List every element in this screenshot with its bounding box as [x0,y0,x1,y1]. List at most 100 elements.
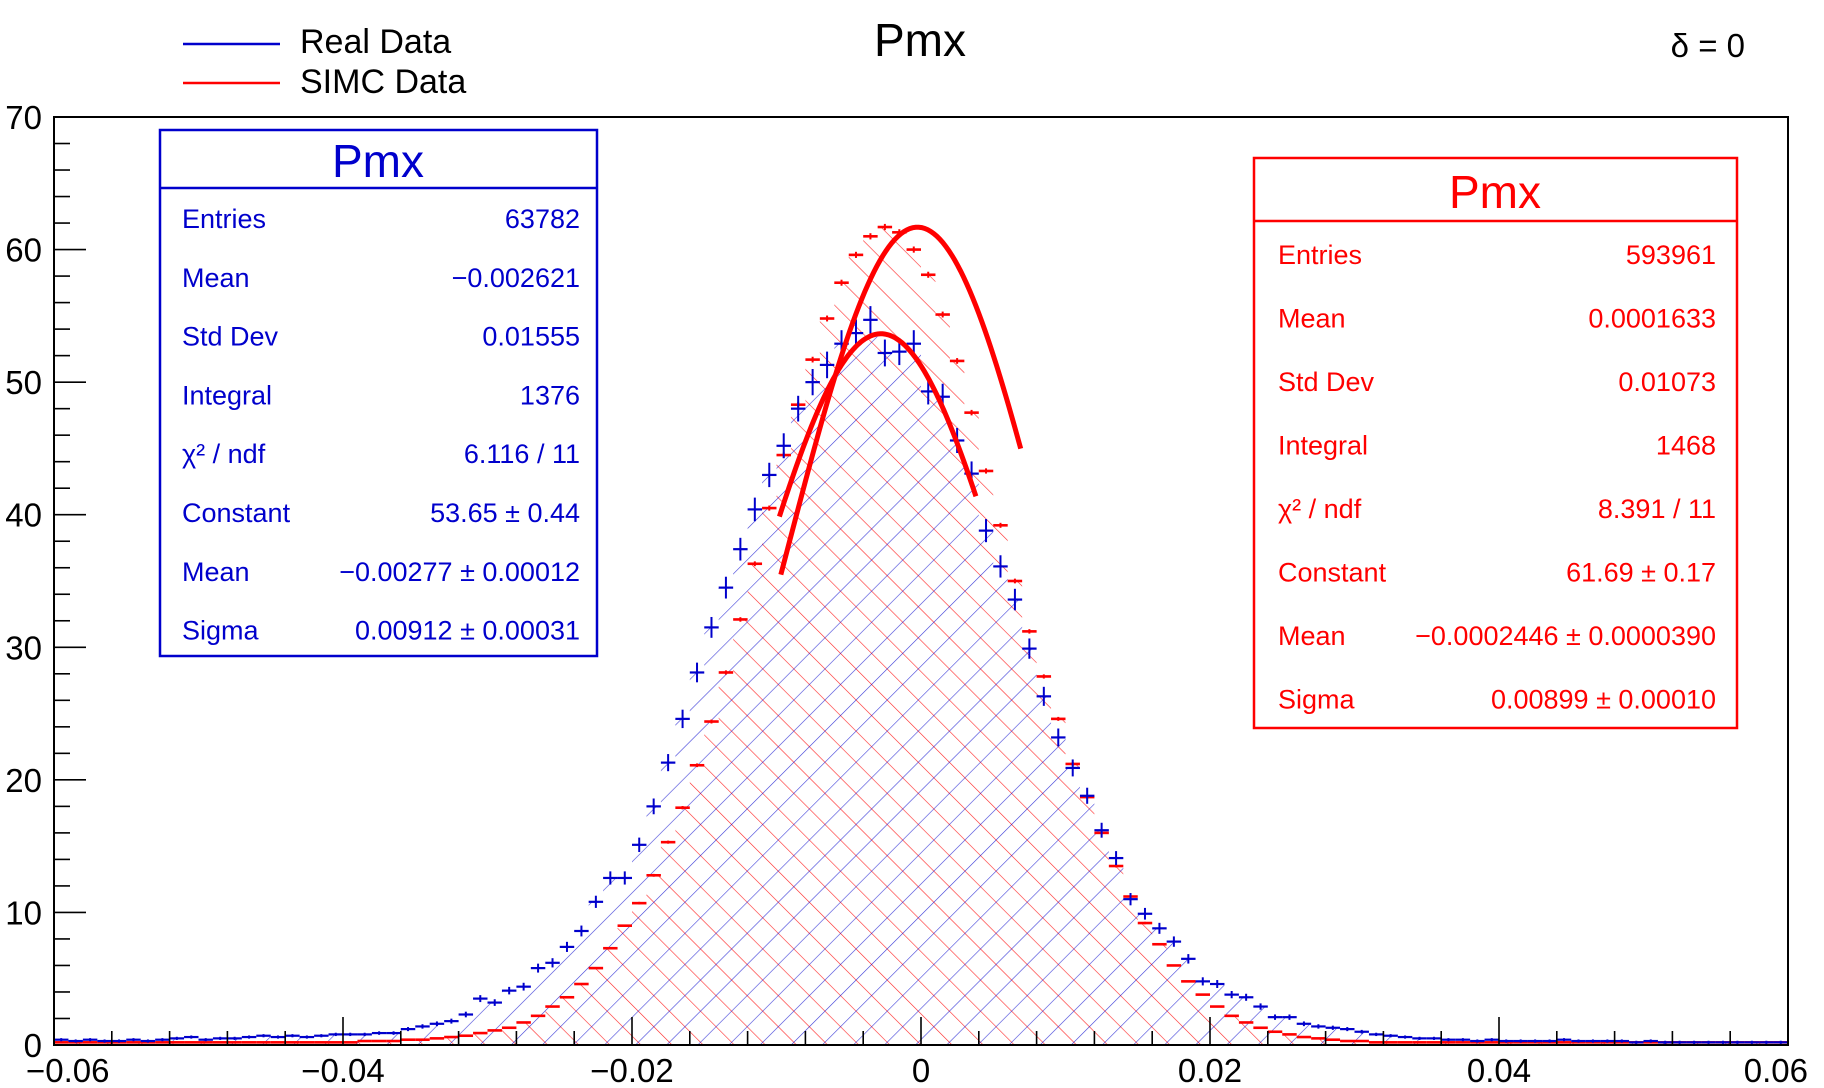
data-point-real [762,462,777,488]
stats-value: 53.65 ± 0.44 [430,498,580,528]
data-point-real [1672,1040,1687,1044]
data-point-real [1744,1040,1760,1044]
data-point-real [632,837,647,853]
data-point-real [501,986,517,995]
data-point-real [1715,1040,1731,1044]
data-point-real [1600,1039,1615,1043]
data-point-real [689,662,705,683]
stats-value: −0.0002446 ± 0.0000390 [1415,621,1716,651]
y-tick-label: 20 [5,762,42,799]
stats-box-real: Pmx Entries 63782 Mean −0.002621 Std Dev 0.01… [158,128,599,658]
stats-label: Entries [182,204,266,234]
data-point-simc [299,1041,315,1044]
data-point-simc [1354,1039,1369,1043]
data-point-real [487,999,502,1006]
y-tick-label: 60 [5,232,42,269]
plot-area [54,223,1788,1045]
data-point-simc [357,1039,372,1043]
data-point-simc [169,1041,185,1044]
data-point-real [140,1039,156,1043]
data-point-real [1311,1024,1326,1029]
data-point-real [270,1035,286,1039]
stats-value: 1468 [1656,431,1716,461]
data-point-simc [1282,1033,1297,1036]
stats-value: 63782 [505,204,580,234]
data-point-real [617,871,632,885]
stats-label: Mean [1278,621,1346,651]
data-point-real [1166,936,1182,947]
data-point-simc [762,505,777,511]
data-point-real [603,871,618,885]
data-point-real [1527,1039,1543,1043]
data-point-real [1079,787,1095,804]
data-point-simc [458,1034,474,1038]
data-point-simc [328,1041,343,1044]
data-point-simc [1166,964,1182,967]
stats-title-simc: Pmx [1449,166,1541,218]
data-point-simc [285,1041,300,1044]
data-point-simc [1238,1021,1254,1024]
stats-label: Std Dev [1278,367,1375,397]
data-point-simc [198,1041,213,1044]
data-point-real [82,1038,98,1042]
data-point-simc [371,1039,387,1043]
data-point-real [1282,1014,1297,1020]
data-point-real [1542,1039,1557,1043]
data-point-simc [545,1005,560,1008]
histogram-fill-real [54,319,1788,1045]
stats-label: Constant [1278,558,1387,588]
data-point-real [588,895,604,908]
data-point-real [314,1034,329,1038]
data-point-simc [617,924,632,927]
data-point-real [1571,1039,1586,1043]
data-point-real [227,1036,242,1040]
data-point-simc [733,617,748,622]
data-point-real [1657,1040,1673,1044]
data-point-real [54,1038,69,1042]
data-point-real [343,1032,358,1037]
x-tick-label: −0.02 [590,1052,674,1088]
data-point-simc [516,1021,531,1024]
data-point-real [1383,1034,1398,1038]
stats-value: 0.0001633 [1588,304,1716,334]
data-point-simc [588,966,604,970]
data-point-simc [1325,1038,1341,1041]
y-tick-label: 0 [24,1027,42,1064]
data-point-real [169,1036,185,1040]
data-point-real [1455,1038,1471,1042]
data-point-simc [400,1038,416,1041]
stats-label: Mean [182,263,250,293]
stats-value: 61.69 ± 0.17 [1566,558,1716,588]
data-point-real [1556,1038,1572,1042]
data-point-real [819,351,835,379]
data-point-simc [1441,1041,1456,1044]
stats-label: Integral [1278,431,1368,461]
stats-value: 593961 [1626,240,1716,270]
data-point-simc [1383,1041,1398,1044]
data-point-real [978,519,994,543]
data-point-real [1441,1038,1456,1042]
data-point-real [241,1035,257,1039]
data-point-simc [1556,1041,1572,1044]
data-point-simc [574,982,589,986]
data-point-simc [1484,1041,1499,1044]
data-point-real [285,1034,300,1038]
stats-label: Sigma [1278,685,1356,715]
data-point-simc [1007,578,1023,584]
stats-value: 0.01555 [482,322,580,352]
data-point-real [559,941,575,952]
y-tick-label: 40 [5,497,42,534]
data-point-simc [1311,1037,1326,1040]
series-real [54,319,1788,1045]
data-point-real [877,339,893,367]
data-point-simc [473,1031,488,1035]
data-point-real [1094,822,1109,838]
data-point-real [68,1039,83,1043]
data-point-real [1470,1039,1485,1043]
data-point-real [1513,1039,1528,1043]
data-point-simc [1426,1041,1442,1044]
data-point-simc [1152,942,1167,946]
data-point-simc [1051,716,1066,721]
stats-value: −0.00277 ± 0.00012 [339,557,580,587]
